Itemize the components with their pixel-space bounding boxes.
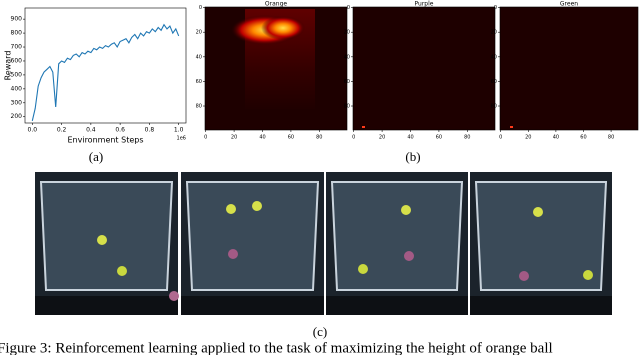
y-tick-label: 20 bbox=[196, 30, 202, 36]
heatmap-title: Purple bbox=[415, 1, 434, 8]
y-tick-label: 700 bbox=[11, 44, 23, 51]
line-series bbox=[31, 23, 180, 122]
x-tick-label: 60 bbox=[288, 135, 294, 141]
heatmap-title: Green bbox=[560, 1, 578, 8]
photo bbox=[181, 172, 324, 315]
x-tick-label: 0.8 bbox=[145, 127, 155, 134]
y-tick-label: 80 bbox=[196, 104, 202, 110]
y-tick-label: 0 bbox=[347, 5, 350, 11]
heatmap-hot bbox=[510, 126, 513, 128]
y-tick-label: 900 bbox=[11, 16, 23, 23]
x-tick-label: 60 bbox=[580, 135, 586, 141]
x-tick-label: 40 bbox=[553, 135, 559, 141]
y-tick-label: 0 bbox=[494, 5, 497, 11]
heatmap-image bbox=[353, 7, 495, 130]
plot-frame bbox=[499, 6, 639, 131]
x-axis-label: Environment Steps bbox=[67, 136, 143, 145]
photo bbox=[35, 172, 179, 315]
x-offset-label: 1e6 bbox=[177, 136, 186, 142]
y-tick-label: 40 bbox=[491, 54, 497, 60]
y-tick-label: 500 bbox=[11, 71, 23, 78]
x-tick-label: 0 bbox=[204, 135, 207, 141]
plot-frame bbox=[24, 7, 187, 124]
photo bbox=[470, 172, 612, 315]
y-tick-label: 60 bbox=[491, 79, 497, 85]
y-tick-label: 600 bbox=[11, 57, 23, 64]
x-tick-label: 0.2 bbox=[57, 127, 67, 134]
x-tick-label: 0.6 bbox=[115, 127, 125, 134]
x-tick-label: 1.0 bbox=[174, 127, 184, 134]
panel-label: (a) bbox=[89, 149, 103, 164]
y-tick-label: 20 bbox=[344, 30, 350, 36]
panel-label: (b) bbox=[405, 149, 420, 164]
x-tick-label: 40 bbox=[407, 135, 413, 141]
plot-frame bbox=[352, 6, 496, 131]
y-tick-label: 300 bbox=[11, 99, 23, 106]
y-tick-label: 0 bbox=[199, 5, 202, 11]
y-tick-label: 800 bbox=[11, 30, 23, 37]
x-tick-label: 0.4 bbox=[86, 127, 96, 134]
x-tick-label: 40 bbox=[259, 135, 265, 141]
x-tick-label: 80 bbox=[316, 135, 322, 141]
y-axis-label: Reward bbox=[4, 51, 13, 81]
x-tick-label: 20 bbox=[379, 135, 385, 141]
panel-label: (c) bbox=[313, 324, 327, 339]
heatmap-image bbox=[500, 7, 638, 130]
y-tick-label: 60 bbox=[344, 79, 350, 85]
photo bbox=[326, 172, 468, 315]
y-tick-label: 40 bbox=[196, 54, 202, 60]
y-tick-label: 60 bbox=[196, 79, 202, 85]
x-tick-label: 0 bbox=[352, 135, 355, 141]
heatmap-title: Orange bbox=[265, 1, 287, 8]
y-tick-label: 20 bbox=[491, 30, 497, 36]
y-tick-label: 400 bbox=[11, 85, 23, 92]
x-tick-label: 60 bbox=[436, 135, 442, 141]
caption: Figure 3: Reinforcement learning applied… bbox=[0, 340, 553, 355]
heatmap-hot bbox=[261, 16, 305, 40]
x-tick-label: 20 bbox=[231, 135, 237, 141]
y-tick-label: 200 bbox=[11, 113, 23, 120]
heatmap-hot bbox=[362, 126, 365, 128]
x-tick-label: 0 bbox=[499, 135, 502, 141]
plot-frame bbox=[204, 6, 348, 131]
x-tick-label: 0.0 bbox=[28, 127, 38, 134]
y-tick-label: 80 bbox=[344, 104, 350, 110]
x-tick-label: 80 bbox=[464, 135, 470, 141]
y-tick-label: 40 bbox=[344, 54, 350, 60]
y-tick-label: 80 bbox=[491, 104, 497, 110]
x-tick-label: 80 bbox=[608, 135, 614, 141]
x-tick-label: 20 bbox=[525, 135, 531, 141]
